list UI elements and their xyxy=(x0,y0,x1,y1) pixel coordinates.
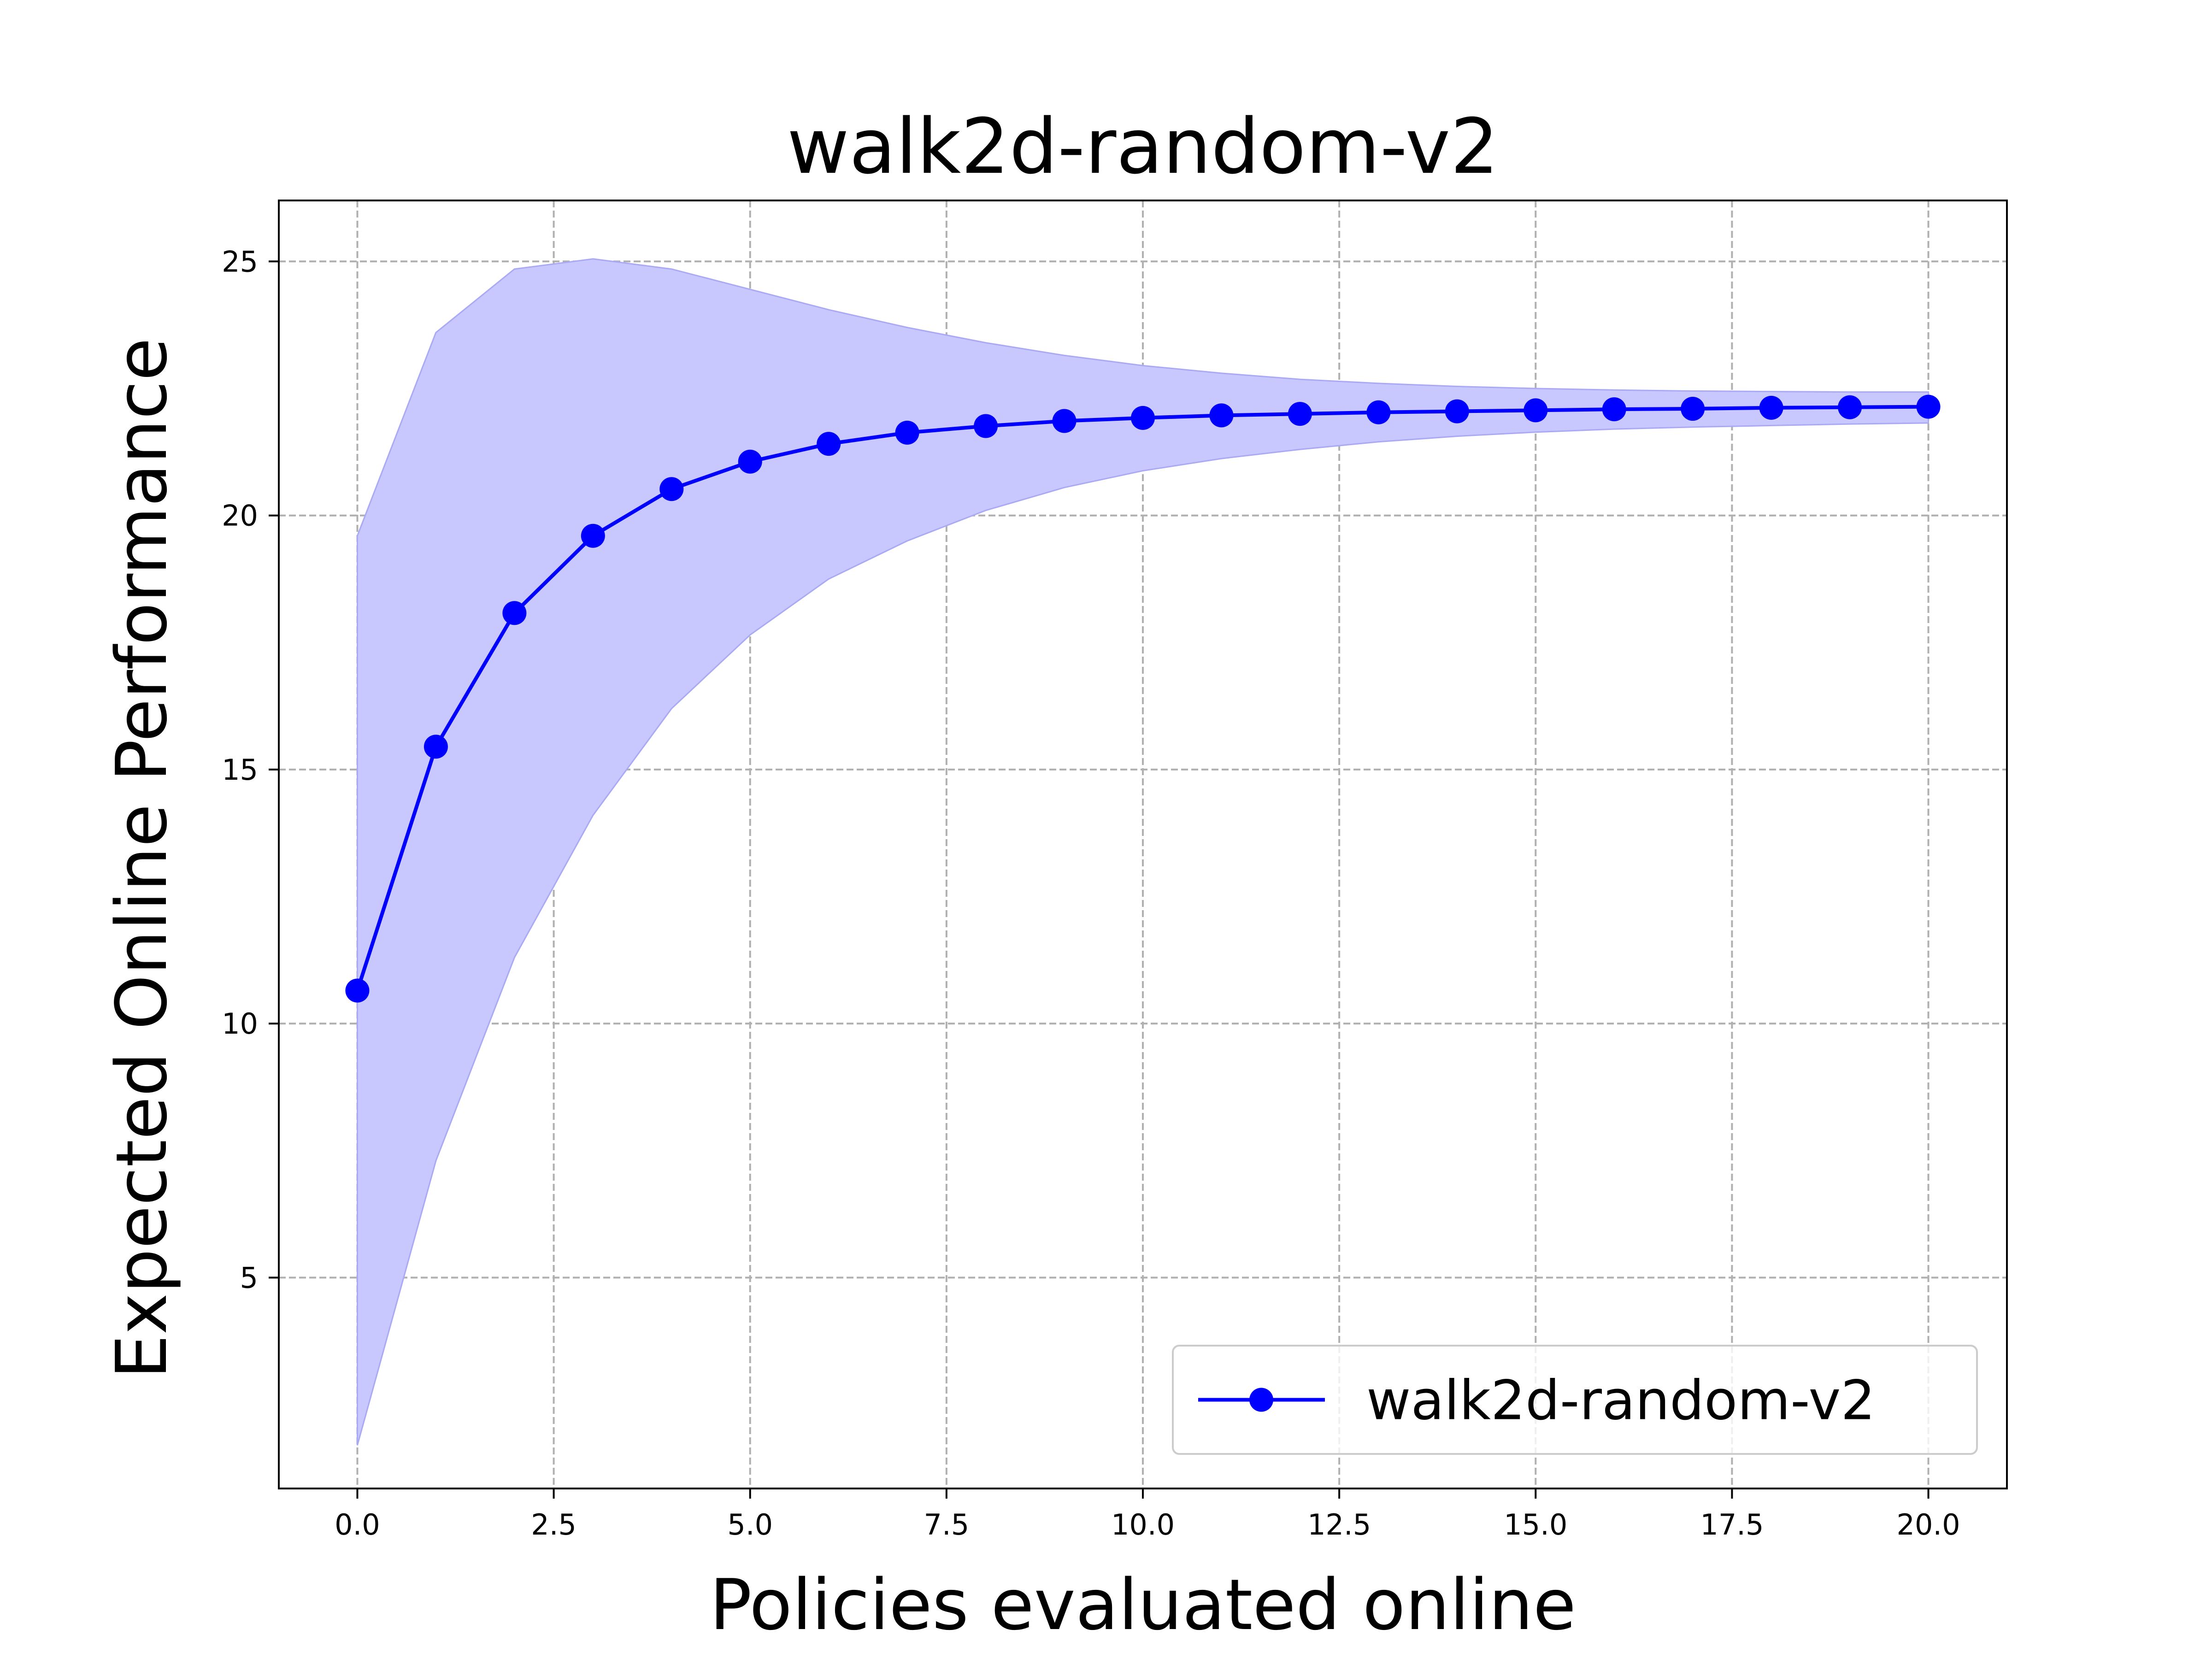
data-point xyxy=(738,449,762,474)
y-tick-label: 10 xyxy=(222,1007,258,1041)
data-point xyxy=(424,735,448,759)
data-point xyxy=(1838,395,1862,419)
legend-point-marker xyxy=(1249,1388,1273,1412)
data-point xyxy=(345,978,370,1003)
data-point xyxy=(1366,400,1391,424)
x-tick-label: 15.0 xyxy=(1504,1508,1567,1541)
data-point xyxy=(1052,409,1077,433)
data-point xyxy=(1916,394,1941,419)
y-axis-ticks: 5 10 15 20 25 xyxy=(222,245,279,1294)
x-tick-label: 2.5 xyxy=(531,1508,577,1541)
x-tick-label: 5.0 xyxy=(727,1508,773,1541)
chart-title: walk2d-random-v2 xyxy=(787,102,1499,191)
legend-box xyxy=(1172,1345,1978,1455)
legend: walk2d-random-v2 xyxy=(1172,1345,1978,1455)
x-tick-label: 7.5 xyxy=(924,1508,970,1541)
data-point xyxy=(817,432,841,456)
x-tick-label: 12.5 xyxy=(1307,1508,1371,1541)
data-point xyxy=(1602,397,1626,422)
data-point xyxy=(659,477,684,501)
data-point xyxy=(895,420,919,445)
data-point xyxy=(1445,399,1469,424)
x-tick-label: 17.5 xyxy=(1700,1508,1764,1541)
data-points-layer xyxy=(345,394,1941,1003)
y-tick-label: 20 xyxy=(222,499,258,533)
legend-entry-label: walk2d-random-v2 xyxy=(1366,1369,1875,1432)
data-point xyxy=(1288,402,1312,426)
data-point xyxy=(1209,403,1234,428)
data-point xyxy=(502,601,527,625)
confidence-band-layer xyxy=(356,258,1930,1446)
data-point xyxy=(581,524,605,548)
x-axis-ticks: 0.0 2.5 5.0 7.5 10.0 12.5 15.0 17.5 20.0 xyxy=(335,1488,1960,1541)
confidence-band xyxy=(356,258,1930,1446)
data-point xyxy=(1524,398,1548,423)
y-axis-label: Expected Online Performance xyxy=(101,338,182,1379)
x-tick-label: 20.0 xyxy=(1897,1508,1960,1541)
data-point xyxy=(1759,395,1783,420)
data-point xyxy=(1131,406,1155,430)
y-tick-label: 5 xyxy=(240,1261,258,1294)
y-tick-label: 25 xyxy=(222,245,258,278)
data-point xyxy=(974,414,998,438)
x-tick-label: 10.0 xyxy=(1111,1508,1175,1541)
y-tick-label: 15 xyxy=(222,753,258,787)
x-tick-label: 0.0 xyxy=(335,1508,380,1541)
x-axis-label: Policies evaluated online xyxy=(710,1564,1576,1646)
data-point xyxy=(1681,397,1705,421)
